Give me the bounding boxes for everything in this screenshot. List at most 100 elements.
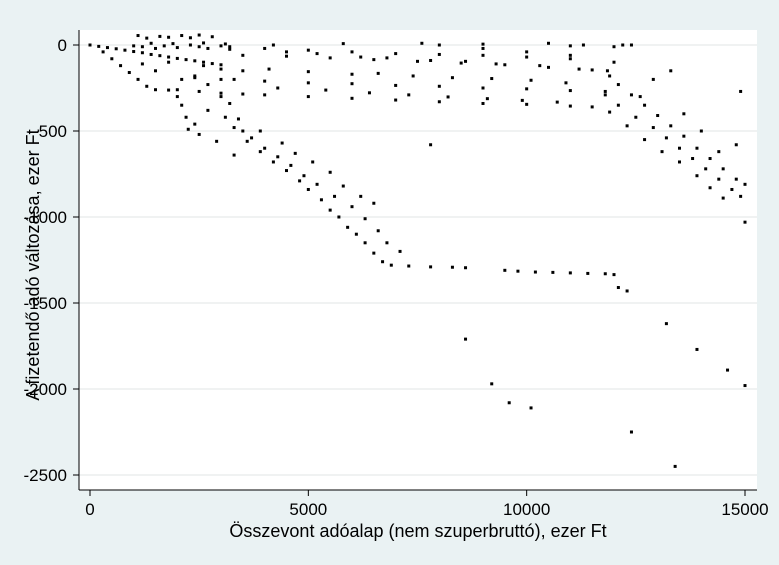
data-point: [280, 141, 284, 145]
data-point: [341, 42, 345, 46]
data-point: [202, 64, 206, 68]
data-point: [739, 89, 743, 93]
data-point: [245, 139, 249, 143]
data-point: [547, 41, 550, 45]
data-point: [193, 76, 197, 80]
data-point: [385, 241, 389, 245]
x-tick-label: 5000: [289, 500, 327, 519]
data-point: [481, 101, 485, 105]
data-point: [180, 103, 184, 107]
data-point: [416, 59, 419, 63]
data-point: [184, 58, 188, 62]
data-point: [664, 322, 668, 326]
data-point: [193, 74, 197, 78]
data-point: [154, 69, 157, 73]
data-point: [319, 198, 323, 202]
data-point: [389, 263, 393, 267]
plot-area: [79, 30, 757, 490]
data-point: [660, 150, 664, 154]
data-point: [568, 53, 572, 57]
data-point: [730, 187, 734, 191]
data-point: [516, 269, 520, 273]
data-point: [481, 46, 485, 50]
data-point: [184, 115, 188, 119]
data-point: [590, 68, 594, 72]
data-point: [634, 115, 638, 119]
data-point: [263, 93, 267, 97]
data-point: [175, 56, 179, 60]
data-point: [140, 51, 144, 55]
data-points: [88, 33, 747, 468]
data-point: [298, 179, 302, 183]
data-point: [743, 220, 747, 224]
data-point: [180, 34, 184, 38]
data-point: [376, 71, 380, 75]
data-point: [603, 89, 607, 93]
data-point: [354, 232, 358, 236]
data-point: [171, 42, 175, 46]
data-point: [232, 153, 236, 157]
y-tick-label: -2000: [24, 380, 67, 399]
data-point: [363, 217, 367, 221]
data-point: [682, 112, 686, 116]
data-point: [232, 77, 236, 81]
data-point: [678, 160, 681, 164]
data-point: [682, 134, 686, 138]
data-point: [223, 42, 227, 46]
data-point: [145, 84, 149, 88]
x-tick-label: 15000: [721, 500, 768, 519]
data-point: [140, 62, 144, 66]
data-point: [450, 76, 454, 80]
data-point: [643, 138, 647, 142]
data-point: [464, 266, 468, 270]
data-point: [306, 81, 310, 85]
data-point: [555, 100, 559, 104]
data-point: [612, 45, 616, 49]
data-point: [450, 265, 454, 269]
data-point: [577, 67, 581, 71]
data-point: [206, 46, 210, 50]
data-point: [167, 60, 171, 64]
data-point: [175, 88, 179, 92]
data-point: [616, 83, 620, 87]
data-point: [721, 167, 725, 171]
data-point: [608, 110, 612, 114]
data-point: [132, 44, 136, 48]
data-point: [350, 82, 354, 86]
data-point: [359, 194, 363, 198]
data-point: [608, 74, 612, 78]
data-point: [193, 59, 197, 63]
data-point: [306, 187, 310, 191]
data-point: [429, 143, 433, 147]
data-point: [285, 169, 288, 173]
data-point: [372, 201, 376, 205]
data-point: [101, 50, 105, 54]
data-point: [328, 56, 332, 60]
data-point: [206, 83, 210, 87]
data-point: [490, 382, 494, 386]
y-tick-label: -1500: [24, 294, 67, 313]
data-point: [621, 43, 625, 47]
data-point: [612, 273, 616, 277]
data-point: [136, 77, 140, 81]
data-point: [188, 43, 192, 47]
data-point: [739, 194, 743, 198]
data-point: [538, 64, 542, 68]
data-point: [494, 62, 498, 66]
data-point: [394, 52, 398, 56]
data-point: [437, 52, 441, 56]
data-point: [678, 146, 681, 150]
data-point: [350, 96, 354, 100]
data-point: [411, 74, 415, 78]
data-point: [324, 88, 328, 92]
data-point: [149, 41, 153, 45]
data-point: [263, 146, 267, 150]
data-point: [158, 54, 162, 58]
data-point: [529, 406, 533, 410]
data-point: [210, 35, 214, 39]
data-point: [603, 93, 607, 97]
data-point: [520, 98, 524, 102]
data-point: [175, 95, 179, 99]
data-point: [123, 48, 127, 52]
data-point: [219, 95, 223, 99]
